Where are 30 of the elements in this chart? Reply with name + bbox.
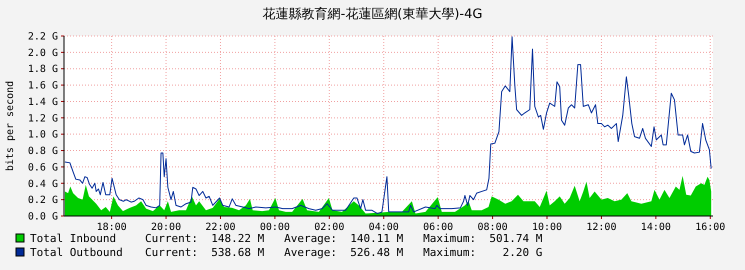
text: Current: 148.22 M Average: 140.11 M Maximum: 501.74 M [145, 232, 543, 245]
x-tick-label: 06:00 [423, 222, 454, 233]
x-tick-label: 02:00 [314, 222, 344, 233]
legend-label: Total Outbound [30, 246, 123, 259]
y-tick-label: 0.2 G [28, 195, 58, 206]
x-tick-label: 04:00 [368, 222, 399, 233]
chart-title: 花蓮縣教育網-花蓮區網(東華大學)-4G [262, 6, 482, 22]
y-tick-label: 0.6 G [28, 162, 58, 174]
y-tick-label: 2.2 G [28, 32, 58, 42]
x-tick-label: 14:00 [640, 222, 671, 233]
x-tick-label: 16:00 [695, 222, 726, 233]
y-axis-title: bits per second [5, 80, 16, 172]
legend-label: Total Inbound [30, 232, 116, 245]
x-tick-label: 22:00 [205, 222, 236, 233]
y-tick-label: 1.6 G [28, 80, 58, 92]
x-tick-label: 10:00 [532, 222, 562, 233]
y-tick-label: 1.2 G [28, 113, 58, 124]
x-tick-label: 08:00 [478, 222, 508, 233]
y-tick-label: 1.0 G [28, 130, 58, 141]
x-tick-label: 20:00 [150, 222, 182, 233]
text: Current: 538.68 M Average: 526.48 M Maximum: 2.20 G [145, 246, 542, 259]
y-tick-label: 0.4 G [28, 178, 58, 190]
x-tick-label: 18:00 [96, 222, 127, 233]
y-tick-label: 2.0 G [28, 48, 58, 59]
x-tick-label: 00:00 [260, 222, 290, 233]
y-tick-label: 0.0 G [28, 212, 58, 222]
y-tick-label: 0.8 G [28, 146, 58, 158]
y-tick-label: 1.8 G [28, 64, 58, 76]
y-tick-label: 1.4 G [28, 96, 58, 108]
x-tick-label: 12:00 [586, 222, 616, 233]
